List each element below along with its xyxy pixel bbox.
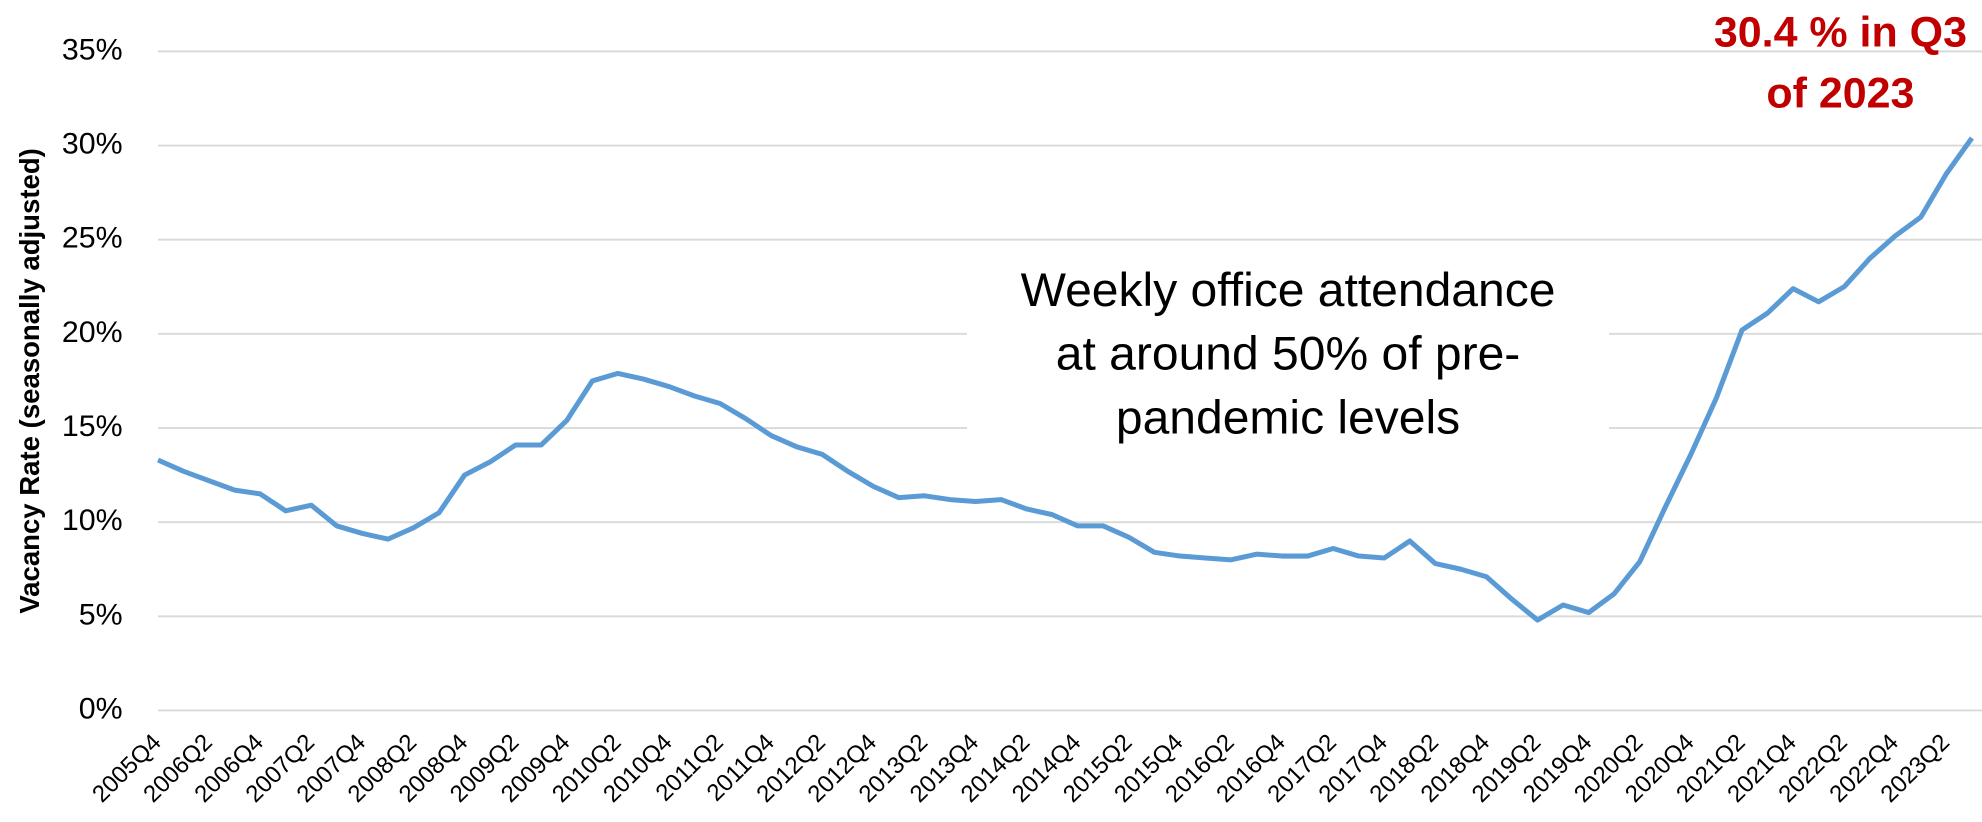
y-tick-label: 15% bbox=[62, 410, 123, 443]
y-tick-label: 20% bbox=[62, 316, 123, 349]
y-tick-label: 0% bbox=[79, 693, 123, 726]
y-axis-label: Vacancy Rate (seasonally adjusted) bbox=[14, 148, 45, 614]
note-background bbox=[966, 250, 1610, 452]
note-text: pandemic levels bbox=[1116, 392, 1460, 445]
y-tick-label: 35% bbox=[62, 33, 123, 66]
data-line bbox=[156, 136, 1974, 623]
note-text: Weekly office attendance bbox=[1021, 264, 1556, 317]
annotation: of 2023 bbox=[1766, 70, 1914, 118]
note-text: at around 50% of pre- bbox=[1056, 328, 1520, 381]
annotation: 30.4 % in Q3 bbox=[1714, 8, 1967, 56]
y-tick-label: 25% bbox=[62, 222, 123, 255]
y-tick-label: 5% bbox=[79, 598, 123, 631]
y-tick-label: 30% bbox=[62, 128, 123, 161]
y-tick-label: 10% bbox=[62, 504, 123, 537]
